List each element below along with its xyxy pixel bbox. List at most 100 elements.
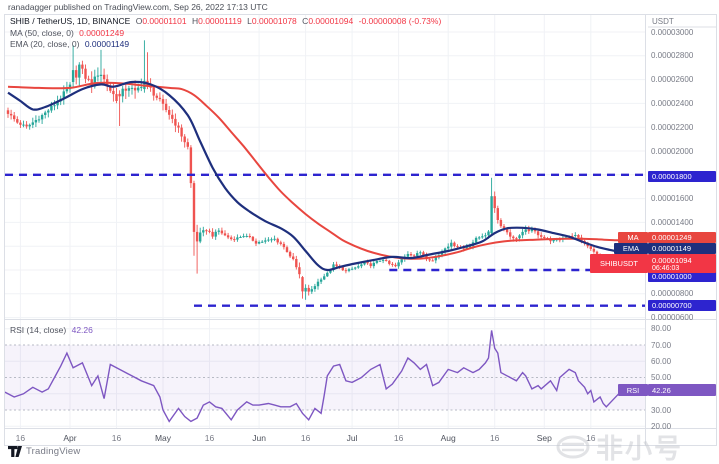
candle-body — [202, 230, 205, 233]
candle-body — [493, 196, 496, 209]
time-tick-label: 16 — [586, 433, 596, 443]
ema20-line[interactable] — [7, 80, 623, 272]
candle-body — [239, 237, 242, 238]
price-tick-label: 0.00002600 — [651, 75, 694, 85]
candle-body — [298, 267, 301, 275]
price-tick-label: 0.00003000 — [651, 27, 694, 37]
candle-body — [524, 229, 527, 232]
symbol-title: SHIB / TetherUS, 1D, BINANCE — [10, 16, 131, 26]
candle-body — [115, 94, 118, 101]
candle-body — [37, 119, 41, 121]
candle-body — [257, 242, 261, 244]
candle-body — [496, 208, 499, 220]
candle-body — [270, 239, 273, 241]
candle-body — [527, 229, 530, 232]
candle-body — [226, 235, 230, 238]
high-label: H — [191, 16, 199, 26]
candle-body — [285, 247, 289, 252]
price-tick-label: 0.00002400 — [651, 98, 694, 108]
ema-axis-tag: EMA — [614, 243, 648, 254]
candle-body — [481, 236, 484, 238]
candle-body — [592, 248, 596, 252]
candle-body — [137, 87, 140, 91]
tradingview-brand-text: TradingView — [26, 446, 81, 457]
time-tick-label: Jul — [346, 433, 358, 443]
candle-body — [564, 237, 568, 239]
price-tick-label: 0.00001600 — [651, 194, 694, 204]
candle-body — [102, 74, 106, 80]
candles-group[interactable] — [6, 40, 623, 300]
low-label: L — [247, 16, 252, 26]
candle-body — [518, 235, 521, 239]
time-tick-label: 16 — [204, 433, 215, 443]
candle-body — [465, 247, 468, 249]
candle-body — [443, 248, 447, 252]
price-tick-label: 0.00000600 — [651, 313, 694, 323]
time-tick-label: Aug — [440, 433, 456, 443]
candle-body — [34, 120, 38, 123]
candle-body — [313, 286, 317, 290]
candle-body — [276, 238, 279, 243]
candle-body — [422, 252, 425, 256]
candle-body — [208, 230, 211, 232]
candle-body — [233, 239, 236, 241]
candle-body — [295, 259, 298, 268]
candle-body — [133, 87, 137, 91]
ma50-legend[interactable]: MA (50, close, 0) 0.00001249 — [10, 28, 127, 38]
candle-body — [378, 260, 382, 262]
candle-body — [347, 269, 351, 271]
candle-body — [53, 105, 56, 107]
candle-body — [214, 231, 217, 237]
candle-body — [456, 246, 459, 248]
candle-body — [62, 91, 65, 99]
candle-body — [28, 124, 31, 127]
candle-body — [400, 259, 403, 263]
rsi-tick-label: 20.00 — [651, 421, 672, 431]
time-tick-label: 16 — [393, 433, 404, 443]
candle-body — [81, 64, 84, 69]
rsi-line[interactable] — [4, 330, 623, 423]
candle-body — [484, 235, 487, 237]
candle-body — [543, 236, 546, 239]
time-tick-label: Sep — [536, 433, 552, 443]
candle-body — [78, 64, 81, 78]
shibusdt-price-tag: 0.00001094 06:46:03 — [648, 254, 716, 273]
candle-body — [323, 276, 326, 280]
rsi-tick-label: 50.00 — [651, 373, 672, 382]
candle-body — [161, 99, 165, 104]
candle-body — [152, 87, 155, 96]
ma50-label: MA (50, close, 0) — [10, 27, 74, 38]
rsi-label: RSI (14, close) — [10, 325, 67, 335]
ema20-value: 0.00001149 — [84, 38, 130, 49]
tradingview-attribution[interactable]: TradingView — [8, 446, 80, 457]
rsi-legend[interactable]: RSI (14, close) 42.26 — [10, 325, 96, 335]
candle-body — [388, 260, 391, 264]
time-tick-label: 16 — [489, 433, 500, 443]
level-price-tag: 0.00001000 — [648, 271, 716, 282]
candle-body — [168, 110, 171, 115]
ma50-line[interactable] — [7, 81, 622, 260]
candle-body — [75, 70, 78, 78]
candle-body — [552, 239, 555, 242]
candle-body — [223, 233, 227, 236]
candle-body — [478, 237, 481, 239]
candle-body — [363, 262, 366, 265]
candle-body — [381, 259, 385, 261]
level-price-tag: 0.00000700 — [648, 300, 716, 311]
candle-body — [536, 231, 540, 236]
candle-body — [375, 261, 379, 263]
candle-body — [84, 68, 87, 79]
candle-body — [130, 87, 134, 89]
candle-body — [261, 241, 264, 243]
candle-body — [186, 142, 189, 147]
candle-body — [490, 196, 493, 234]
candle-body — [335, 264, 338, 267]
candle-body — [9, 113, 13, 116]
symbol-legend[interactable]: SHIB / TetherUS, 1D, BINANCE O0.00001101… — [10, 16, 444, 26]
candle-body — [428, 259, 431, 261]
candle-body — [220, 230, 224, 234]
ema20-legend[interactable]: EMA (20, close, 0) 0.00001149 — [10, 39, 132, 49]
candle-body — [217, 230, 220, 232]
